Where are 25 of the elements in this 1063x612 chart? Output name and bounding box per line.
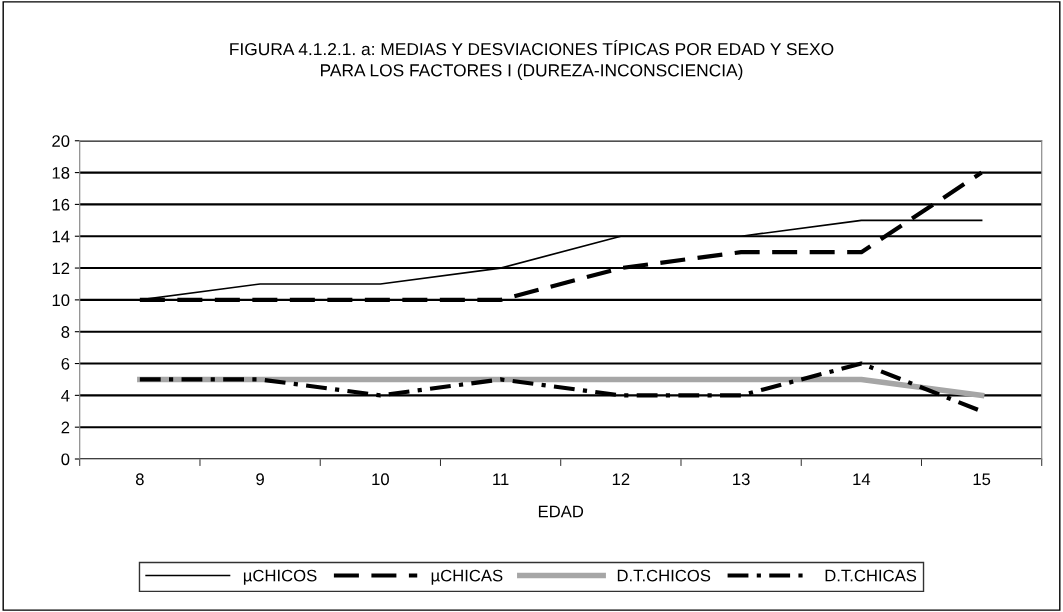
x-axis-title: EDAD <box>538 505 584 518</box>
y-tick-label: 20 <box>52 135 70 147</box>
x-tick-label: 11 <box>493 473 509 485</box>
legend-label: D.T.CHICAS <box>825 569 917 582</box>
x-tick-label: 15 <box>973 473 991 486</box>
y-tick-label: 4 <box>61 389 70 402</box>
y-tick-label: 10 <box>52 294 70 307</box>
y-tick-label: 14 <box>52 230 70 243</box>
x-tick-label: 10 <box>372 473 389 486</box>
legend-label: D.T.CHICOS <box>617 569 711 582</box>
x-tick-label: 8 <box>135 473 144 486</box>
x-tick-label: 12 <box>612 473 630 485</box>
y-tick-label: 18 <box>52 166 70 179</box>
x-tick-label: 14 <box>853 473 871 485</box>
legend-label: µCHICOS <box>243 569 317 585</box>
y-tick-label: 6 <box>61 357 70 370</box>
y-tick-label: 2 <box>61 421 70 434</box>
x-tick-label: 9 <box>256 473 264 486</box>
y-tick-label: 12 <box>52 262 70 275</box>
y-tick-label: 8 <box>61 326 70 338</box>
legend-label: µCHICAS <box>431 569 503 585</box>
x-tick-label: 13 <box>733 473 750 486</box>
y-tick-label: 0 <box>61 453 70 466</box>
y-tick-label: 16 <box>52 198 70 211</box>
chart-title: FIGURA 4.1.2.1. a: MEDIAS Y DESVIACIONES TÍPICAS POR EDAD Y SEXO PARA LOS FACTORES I (DUREZA-INCONSCIENCIA) <box>230 40 834 80</box>
